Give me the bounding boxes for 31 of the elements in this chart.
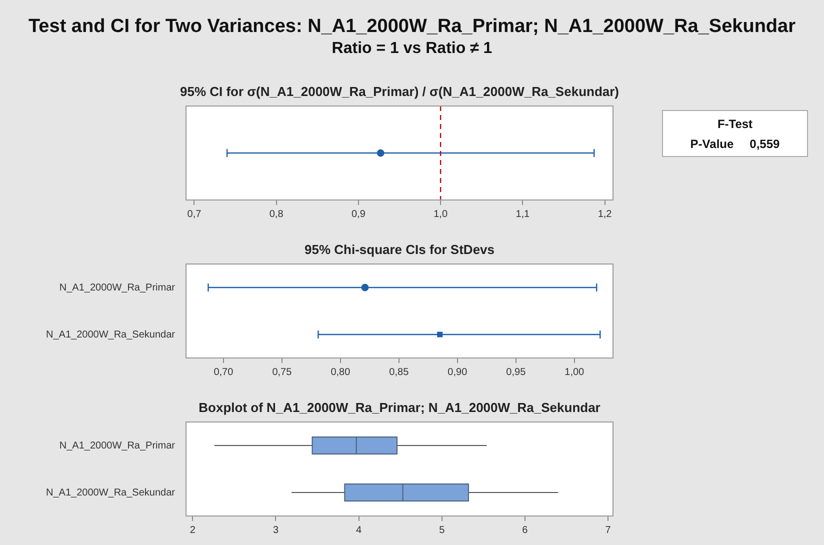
x-tick-label: 1,00 [564,366,585,378]
y-tick-label: N_A1_2000W_Ra_Sekundar [46,329,176,340]
x-tick-label: 5 [439,524,446,536]
x-tick-label: 0,90 [448,366,468,378]
x-tick-label: 1,1 [516,208,530,220]
x-tick-label: 0,7 [187,208,202,220]
x-tick-label: 1,0 [434,208,448,220]
text: Test and CI for Two Variances: N_A1_2000W_Ra_Primar; N_A1_2000W_Ra_Sekundar [27,16,796,38]
x-tick-label: 0,95 [506,366,526,378]
x-tick-label: 3 [272,524,279,536]
text: 0,559 [750,137,780,151]
y-tick-label: N_A1_2000W_Ra_Primar [59,282,176,294]
x-tick-label: 0,9 [351,208,366,220]
y-tick-label: N_A1_2000W_Ra_Sekundar [46,487,176,498]
chart-title: 95% Chi-square CIs for StDevs [304,242,495,258]
text: F-Test [716,117,754,131]
x-tick-label: 0,80 [330,366,351,378]
x-tick-label: 0,70 [214,366,234,378]
y-tick-label: N_A1_2000W_Ra_Primar [59,440,176,452]
x-tick-label: 0,85 [389,366,410,378]
chart-title: 95% CI for σ(N_A1_2000W_Ra_Primar) / σ(N_A1_2000W_Ra_Sekundar) [180,84,620,100]
x-tick-label: 1,2 [598,208,612,220]
x-tick-label: 2 [190,524,196,536]
x-tick-label: 0,8 [269,208,284,220]
text: P-Value [690,137,734,151]
x-tick-label: 4 [356,524,362,536]
x-tick-label: 7 [605,524,612,536]
chart-title: Boxplot of N_A1_2000W_Ra_Primar; N_A1_2000W_Ra_Sekundar [198,400,600,416]
x-tick-label: 0,75 [272,366,292,378]
text: Ratio = 1 vs Ratio ≠ 1 [330,40,494,58]
x-tick-label: 6 [522,524,528,536]
